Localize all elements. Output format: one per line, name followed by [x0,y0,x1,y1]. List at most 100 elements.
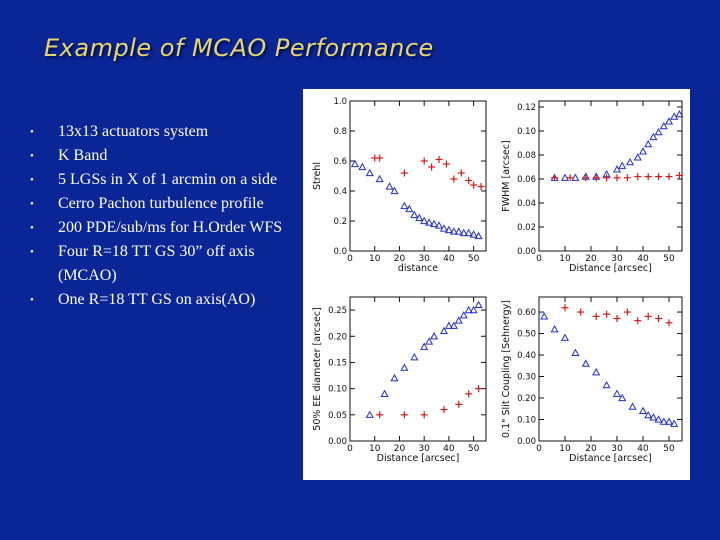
data-point-triangle [385,182,394,190]
data-point-triangle [430,332,439,340]
y-tick-label: 0.10 [517,127,536,137]
y-tick-label: 0.00 [517,437,536,447]
x-tick-label: 50 [468,254,480,264]
data-point-triangle [659,417,668,425]
data-point-triangle [474,231,483,240]
data-point-triangle [612,165,622,173]
chart-panel-3: 0 10 20 30 40 50 0.00 0.05 0.10 0.15 0.20 0.25 Dista… [312,296,487,464]
data-point-plus [477,183,485,190]
data-point-triangle [638,147,648,155]
data-point-triangle [664,117,674,125]
data-point-triangle [410,352,419,361]
data-point-triangle [439,326,449,335]
x-tick-label: 10 [559,444,571,454]
data-point-triangle [560,173,570,181]
plot-frame [349,296,487,442]
x-axis-label: distance [398,263,438,274]
y-tick-label: 0.4 [333,187,347,197]
data-point-triangle [612,389,622,397]
data-point-triangle [420,216,429,225]
data-point-plus [428,163,436,171]
data-point-plus [470,181,478,189]
y-tick-label: 0.8 [333,127,347,137]
bullet-item: 13x13 actuators system [30,120,292,144]
data-point-triangle [550,325,559,333]
x-tick-label: 10 [369,254,381,264]
x-tick-label: 20 [394,254,406,264]
data-point-triangle [654,127,663,136]
x-tick-label: 50 [468,444,480,454]
data-point-triangle [444,225,453,234]
data-point-plus [592,312,600,320]
x-tick-label: 40 [637,444,649,454]
data-point-triangle [390,186,399,195]
data-point-triangle [425,337,434,345]
x-tick-label: 30 [418,444,430,454]
y-tick-label: 0.08 [517,151,536,161]
y-axis-label: 0.1" Slit Coupling [Sehnergy] [501,300,512,438]
x-axis-label: Distance [arcsec] [569,453,652,464]
data-point-plus [465,390,473,398]
data-point-triangle [350,159,359,168]
data-point-triangle [375,174,384,183]
plot-frame [349,100,487,252]
y-tick-label: 0.00 [328,437,347,447]
data-point-plus [400,169,408,177]
y-tick-label: 0.10 [517,416,536,426]
chart-figure: 0 10 20 30 40 50 0.0 0.2 0.4 0.6 0.8 1.0 distance Str… [303,89,690,480]
y-tick-label: 0.15 [328,358,347,368]
x-axis-label: Distance [arcsec] [377,453,460,464]
data-point-triangle [410,210,419,219]
data-point-plus [592,174,600,182]
slide-title: Example of MCAO Performance [44,34,434,62]
plot-frame [538,296,683,442]
data-point-plus [442,160,450,168]
data-point-triangle [444,321,453,329]
data-point-plus [623,308,631,316]
data-point-triangle [420,342,429,350]
data-point-triangle [644,410,653,419]
data-point-triangle [390,373,399,382]
data-point-triangle [670,419,679,427]
data-point-triangle [618,161,627,169]
data-point-triangle [571,348,580,356]
data-point-plus [623,174,631,182]
chart-grid: 0 10 20 30 40 50 0.0 0.2 0.4 0.6 0.8 1.0 distance Str… [312,97,684,464]
data-point-plus [400,411,408,419]
data-point-triangle [644,139,653,148]
y-tick-label: 0.02 [517,223,536,233]
data-point-plus [665,173,673,181]
x-tick-label: 20 [394,444,406,454]
data-point-triangle [675,109,684,118]
data-point-triangle [454,316,463,324]
data-point-plus [613,174,621,182]
data-point-plus [603,310,611,318]
x-tick-label: 0 [347,444,353,454]
y-tick-label: 0.12 [517,103,536,113]
x-tick-label: 50 [663,444,675,454]
y-tick-label: 1.0 [333,97,347,107]
data-point-triangle [459,228,468,237]
bullet-item: 5 LGSs in X of 1 arcmin on a side [30,168,292,192]
data-point-triangle [638,406,648,415]
x-tick-label: 30 [611,254,623,264]
x-axis-label: Distance [arcsec] [569,263,652,274]
data-point-plus [644,312,652,320]
data-point-triangle [425,218,434,226]
data-point-plus [440,406,448,414]
data-point-plus [675,171,683,179]
data-point-plus [551,174,559,182]
y-tick-label: 0.06 [517,175,536,185]
bullet-item: Cerro Pachon turbulence profile [30,192,292,216]
data-point-plus [634,173,642,181]
data-point-triangle [474,300,483,308]
data-point-triangle [560,333,570,341]
x-tick-label: 40 [443,444,455,454]
bullet-item: K Band [30,144,292,168]
x-tick-label: 40 [637,254,649,264]
bullet-list: 13x13 actuators system K Band 5 LGSs in … [30,120,292,312]
y-tick-label: 0.30 [517,373,536,383]
y-tick-label: 0.60 [517,308,536,318]
x-tick-label: 0 [536,444,542,454]
x-tick-label: 50 [663,254,675,264]
